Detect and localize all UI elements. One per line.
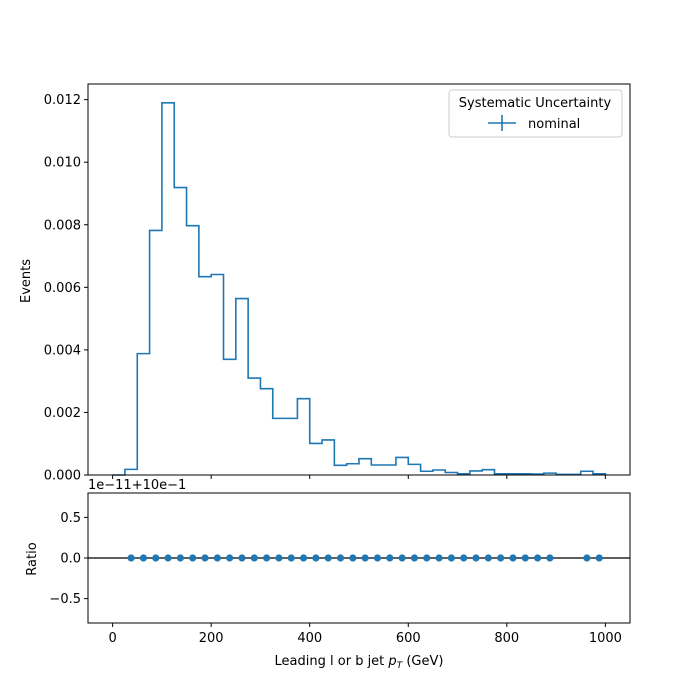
ratio-point: [423, 554, 431, 562]
top-plot-area: [88, 84, 630, 475]
bottom-y-axis-ticks: 0.5 0.0 −0.5: [49, 511, 88, 607]
ratio-panel: 0.5 0.0 −0.5 0 200 400 600 800 1000 1e−11+10e−1…: [25, 478, 631, 671]
bottom-x-tick-label: 600: [396, 631, 421, 646]
top-y-tick-label: 0.006: [44, 281, 81, 296]
ratio-point: [546, 554, 554, 562]
ratio-offset-text: 1e−11+10e−1: [88, 478, 186, 493]
bottom-x-tick-label: 400: [297, 631, 322, 646]
bottom-plot-frame: [87, 492, 631, 624]
ratio-point: [127, 554, 135, 562]
ratio-point: [497, 554, 505, 562]
ratio-points: [127, 554, 603, 562]
ratio-point: [386, 554, 394, 562]
ratio-point: [324, 554, 332, 562]
ratio-point: [410, 554, 419, 562]
ratio-point: [435, 554, 443, 562]
ratio-point: [164, 554, 172, 562]
top-y-tick-label: 0.008: [44, 218, 81, 233]
bottom-y-tick-label: 0.0: [60, 552, 81, 567]
ratio-point: [583, 554, 591, 562]
ratio-point: [460, 554, 468, 562]
ratio-point: [299, 554, 308, 562]
ratio-point: [312, 554, 320, 562]
x-axis-label-symbol: p: [387, 654, 396, 669]
ratio-point: [226, 554, 234, 562]
top-y-tick-label: 0.012: [44, 93, 81, 108]
ratio-point: [275, 554, 283, 562]
bottom-x-tick-label: 800: [494, 631, 519, 646]
ratio-point: [189, 554, 197, 562]
x-axis-label-main: Leading l or b jet: [275, 654, 389, 669]
legend-marker-nominal: [488, 115, 516, 131]
top-x-axis-ticks: [112, 475, 606, 479]
bottom-y-axis-label: Ratio: [25, 542, 40, 575]
ratio-point: [349, 554, 357, 562]
ratio-point: [373, 554, 382, 562]
ratio-point: [534, 554, 542, 562]
ratio-point: [398, 554, 406, 562]
legend-box: [448, 89, 623, 138]
ratio-point: [213, 554, 221, 562]
ratio-point: [201, 554, 209, 562]
bottom-x-tick-label: 1000: [589, 631, 622, 646]
ratio-point: [361, 554, 369, 562]
ratio-point: [595, 554, 603, 562]
ratio-point: [472, 554, 480, 562]
ratio-point: [250, 554, 258, 562]
bottom-x-tick-label: 200: [199, 631, 224, 646]
legend: Systematic Uncertainty nominal: [448, 89, 623, 138]
legend-label-nominal: nominal: [528, 117, 580, 132]
bottom-x-axis-ticks: 0 200 400 600 800 1000: [108, 623, 622, 646]
ratio-point: [447, 554, 455, 562]
bottom-x-tick-label: 0: [108, 631, 116, 646]
top-y-tick-label: 0.010: [44, 156, 81, 171]
ratio-point: [263, 554, 271, 562]
nominal-histogram-line: [112, 101, 607, 476]
top-y-tick-label: 0.004: [44, 343, 81, 358]
top-y-axis-label: Events: [19, 259, 34, 303]
ratio-point: [336, 554, 345, 562]
ratio-point: [139, 554, 148, 562]
x-axis-label: Leading l or b jet pT (GeV): [275, 654, 444, 671]
ratio-point: [521, 554, 529, 562]
top-y-tick-label: 0.000: [44, 469, 81, 484]
ratio-point: [287, 554, 295, 562]
x-axis-label-subscript: T: [397, 661, 404, 671]
top-y-axis-ticks: 0.000 0.002 0.004 0.006 0.008 0.010 0.012: [44, 93, 88, 484]
ratio-point: [484, 554, 492, 562]
histogram-panel: 0.000 0.002 0.004 0.006 0.008 0.010 0.012 Even…: [19, 83, 631, 484]
top-plot-frame: [87, 83, 631, 476]
ratio-point: [152, 554, 160, 562]
top-y-tick-label: 0.002: [44, 406, 81, 421]
x-axis-label-unit: (GeV): [402, 654, 443, 669]
ratio-point: [509, 554, 517, 562]
bottom-y-tick-label: −0.5: [49, 592, 81, 607]
legend-title: Systematic Uncertainty: [459, 96, 612, 111]
ratio-point: [238, 554, 246, 562]
bottom-y-tick-label: 0.5: [60, 511, 81, 526]
ratio-point: [176, 554, 184, 562]
